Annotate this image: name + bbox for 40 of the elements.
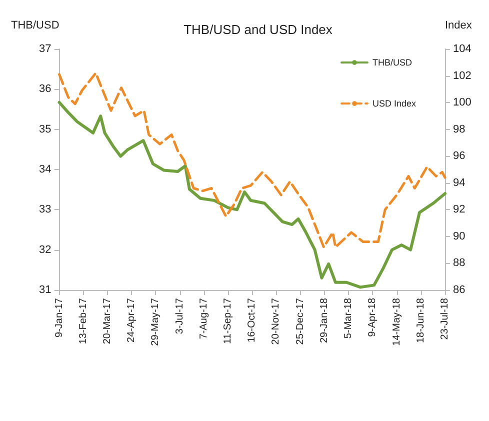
x-tick-label: 20-Nov-17 xyxy=(270,298,282,345)
x-tick-label: 13-Feb-17 xyxy=(78,298,89,344)
x-tick-label: 18-Jun-18 xyxy=(415,298,426,344)
legend-label: THB/USD xyxy=(372,58,412,68)
y-tick-label: 31 xyxy=(39,284,52,296)
y2-tick-label: 86 xyxy=(453,284,466,296)
chart-title: THB/USD and USD Index xyxy=(184,22,333,37)
y2-tick-label: 98 xyxy=(453,123,466,136)
x-tick-label: 16-Oct-17 xyxy=(246,298,258,342)
line-series xyxy=(58,72,446,248)
y-tick-label: 34 xyxy=(39,164,52,176)
x-tick-label: 11-Sep-17 xyxy=(222,298,234,344)
x-tick-label: 20-Mar-17 xyxy=(102,298,113,344)
x-tick-label: 29-May-17 xyxy=(150,298,162,346)
x-tick-label: 24-Apr-17 xyxy=(126,298,138,342)
y2-tick-label: 96 xyxy=(453,150,466,162)
x-tick-label: 3-Jul-17 xyxy=(174,298,186,334)
y-tick-label: 35 xyxy=(39,123,52,136)
y-tick-label: 33 xyxy=(39,204,52,216)
x-tick-label: 25-Dec-17 xyxy=(294,298,306,345)
y2-tick-label: 94 xyxy=(453,176,466,189)
y2-tick-label: 102 xyxy=(453,70,472,82)
y2-tick-label: 90 xyxy=(453,230,466,242)
y2-tick-label: 88 xyxy=(453,257,466,270)
x-tick-label: 23-Jul-18 xyxy=(440,298,450,340)
x-tick-label: 9-Apr-18 xyxy=(367,298,378,337)
x-tick-label: 29-Jan-18 xyxy=(318,298,330,344)
y2-tick-label: 104 xyxy=(453,43,472,55)
x-tick-label: 7-Aug-17 xyxy=(198,298,210,340)
x-tick-label: 9-Jan-17 xyxy=(54,298,65,338)
x-tick-label: 14-May-18 xyxy=(391,298,402,346)
x-tick-label: 5-Mar-18 xyxy=(343,298,354,339)
y2-tick-label: 100 xyxy=(453,96,472,109)
y-tick-label: 37 xyxy=(39,43,52,55)
y-axis-title: THB/USD xyxy=(11,20,60,32)
y-tick-label: 36 xyxy=(39,83,52,96)
legend-label: USD Index xyxy=(372,98,416,108)
y-tick-label: 32 xyxy=(39,244,52,256)
y2-tick-label: 92 xyxy=(453,204,466,216)
y2-axis-title: Index xyxy=(445,20,472,32)
